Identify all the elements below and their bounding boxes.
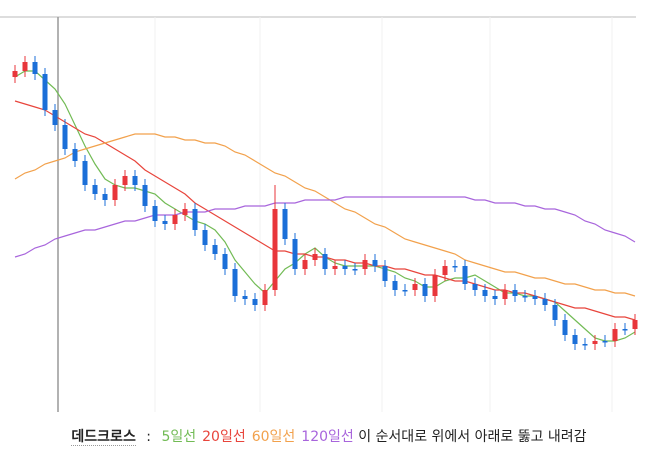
candle-body xyxy=(22,62,28,71)
candle-body xyxy=(32,62,38,74)
candle-body xyxy=(602,341,608,343)
legend-entry: 60일선 xyxy=(251,429,296,445)
candle-body xyxy=(92,185,98,194)
candle-body xyxy=(632,320,638,329)
legend: 5일선 20일선 60일선 120일선 xyxy=(161,429,359,445)
ma-line xyxy=(14,70,636,342)
candle-body xyxy=(582,344,588,346)
candle-body xyxy=(542,299,548,305)
candle-body xyxy=(482,290,488,296)
candle-body xyxy=(502,290,508,299)
candle-body xyxy=(82,161,88,185)
candle-body xyxy=(332,266,338,269)
candle-body xyxy=(472,284,478,290)
ma-line xyxy=(14,100,636,321)
legend-entry: 20일선 xyxy=(202,429,246,445)
candle-body xyxy=(362,260,368,269)
candle-body xyxy=(422,284,428,296)
candle-body xyxy=(282,209,288,239)
candle-body xyxy=(572,335,578,344)
caption-separator: : xyxy=(146,429,151,445)
candle-body xyxy=(352,269,358,271)
candle-body xyxy=(492,296,498,299)
candle-body xyxy=(512,290,518,296)
caption: 데드크로스 : 5일선 20일선 60일선 120일선 이 순서대로 위에서 아래로 … xyxy=(0,426,658,446)
candle-body xyxy=(182,209,188,215)
candle-body xyxy=(562,320,568,335)
grid xyxy=(154,17,613,412)
candle-body xyxy=(102,194,108,200)
candle-body xyxy=(272,209,278,290)
candle-body xyxy=(212,245,218,254)
candle-body xyxy=(612,329,618,341)
candle-body xyxy=(442,266,448,275)
candle-body xyxy=(62,125,68,149)
candle-body xyxy=(192,209,198,230)
candle-body xyxy=(142,185,148,206)
candle-body xyxy=(392,281,398,290)
candle-body xyxy=(342,266,348,269)
candle-body xyxy=(552,305,558,320)
candle-body xyxy=(222,254,228,269)
candle-body xyxy=(162,221,168,224)
candle-body xyxy=(172,215,178,224)
candle-body xyxy=(292,239,298,269)
caption-suffix: 이 순서대로 위에서 아래로 뚫고 내려감 xyxy=(358,429,587,445)
candle-body xyxy=(72,149,78,161)
candle-body xyxy=(412,284,418,290)
candle-body xyxy=(302,260,308,269)
candle-body xyxy=(402,290,408,292)
chart xyxy=(0,16,638,412)
candle-body xyxy=(532,296,538,299)
candle-body xyxy=(232,269,238,296)
candle-body xyxy=(112,185,118,200)
candle-body xyxy=(592,341,598,344)
candle-body xyxy=(152,206,158,221)
candle-body xyxy=(372,260,378,266)
candle-body xyxy=(432,275,438,296)
candle-body xyxy=(242,296,248,299)
candle-body xyxy=(452,266,458,268)
candle-body xyxy=(522,296,528,298)
candle-body xyxy=(252,299,258,305)
candle-body xyxy=(202,230,208,245)
plot xyxy=(12,56,638,350)
legend-entry: 5일선 xyxy=(161,429,197,445)
ma-line xyxy=(14,133,636,297)
candle-body xyxy=(382,266,388,281)
candle-body xyxy=(122,176,128,185)
caption-title: 데드크로스 xyxy=(71,429,136,446)
candle-body xyxy=(322,254,328,269)
legend-entry: 120일선 xyxy=(301,429,354,445)
ma-line xyxy=(14,196,636,258)
candle-body xyxy=(52,110,58,125)
candle-body xyxy=(312,254,318,260)
candle-body xyxy=(42,74,48,110)
candle-body xyxy=(622,329,628,331)
candle-body xyxy=(462,266,468,284)
candle-body xyxy=(12,71,18,77)
candle-body xyxy=(262,290,268,305)
candle-body xyxy=(132,176,138,185)
